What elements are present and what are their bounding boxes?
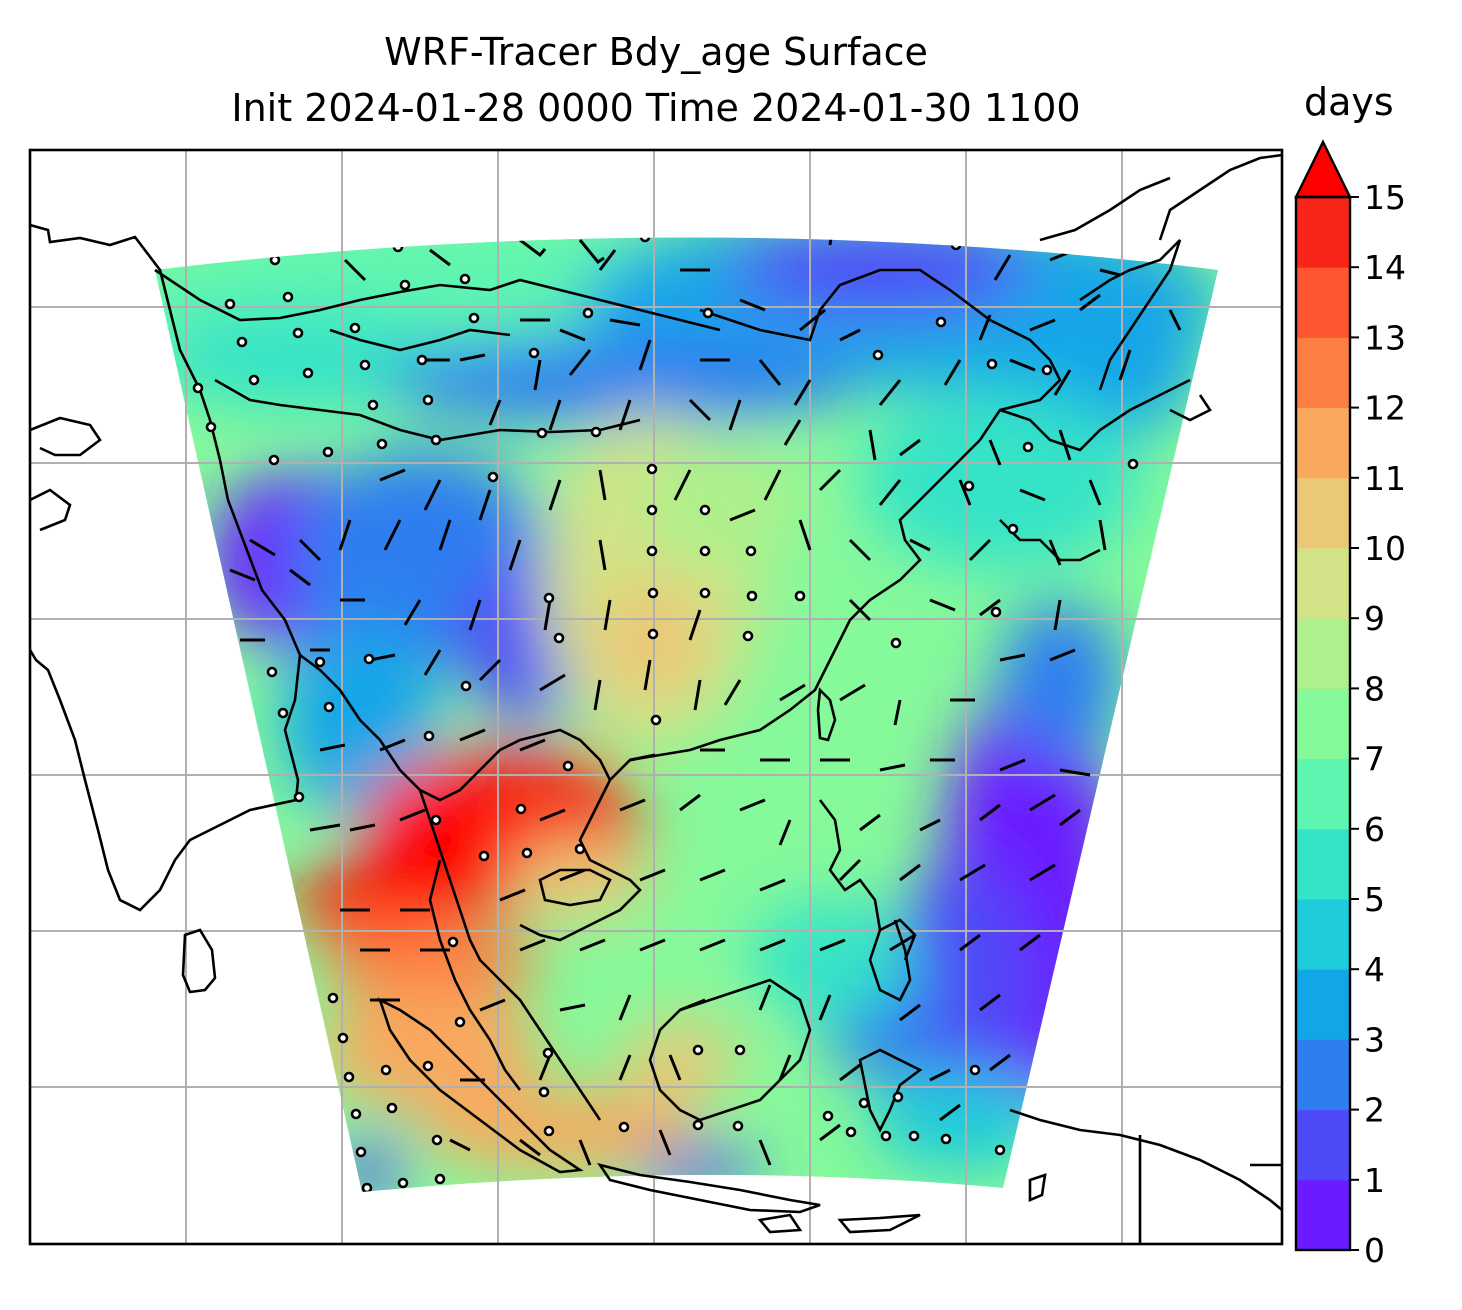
coastlines [30, 153, 1282, 1244]
colorbar-segment [1296, 828, 1350, 900]
colorbar-segment [1296, 1109, 1350, 1181]
colorbar-tick-label: 7 [1364, 740, 1385, 779]
tracer-field [155, 237, 1218, 1192]
colorbar-tick-label: 15 [1364, 178, 1406, 217]
colorbar-segment [1296, 969, 1350, 1040]
colorbar-unit-label: days [1304, 80, 1394, 124]
colorbar-tick-label: 8 [1364, 669, 1385, 708]
colorbar-segment [1296, 407, 1350, 479]
colorbar-tick-label: 13 [1364, 318, 1406, 357]
colorbar-segment [1296, 477, 1350, 549]
colorbar-tick-label: 2 [1364, 1091, 1385, 1130]
calm-markers [192, 237, 1139, 1192]
colorbar-segment [1296, 899, 1350, 970]
colorbar-tick-label: 6 [1364, 810, 1385, 849]
chart-subtitle: Init 2024-01-28 0000 Time 2024-01-30 110… [231, 86, 1081, 130]
colorbar-segment [1296, 548, 1350, 619]
colorbar-segment [1296, 337, 1350, 409]
colorbar-tick-label: 14 [1364, 248, 1406, 287]
colorbar-tick-label: 12 [1364, 389, 1406, 428]
colorbar-segment [1296, 618, 1350, 689]
colorbar-segment [1296, 267, 1350, 338]
colorbar-segment [1296, 758, 1350, 830]
colorbar-frame [1294, 195, 1352, 1252]
colorbar-tick-label: 9 [1364, 599, 1385, 638]
colorbar-extend-arrow [1294, 139, 1352, 199]
colorbar-tick-label: 1 [1364, 1161, 1385, 1200]
colorbar-segment [1296, 688, 1350, 760]
colorbar-segment [1296, 1039, 1350, 1111]
wind-barbs [229, 237, 1182, 1166]
gridlines [30, 150, 1282, 1244]
colorbar-tick-label: 0 [1364, 1231, 1385, 1270]
colorbar-segment [1296, 197, 1350, 268]
colorbar-segment [1296, 1179, 1350, 1251]
colorbar-tick-label: 11 [1364, 459, 1406, 498]
colorbar-tick-label: 4 [1364, 950, 1385, 989]
colorbar-tick-label: 10 [1364, 529, 1406, 568]
colorbar-segments [1296, 197, 1350, 1251]
colorbar-tick-label: 3 [1364, 1020, 1385, 1059]
map-frame [28, 148, 1284, 1246]
colorbar-tick-label: 5 [1364, 880, 1385, 919]
chart-title: WRF-Tracer Bdy_age Surface [384, 30, 928, 74]
